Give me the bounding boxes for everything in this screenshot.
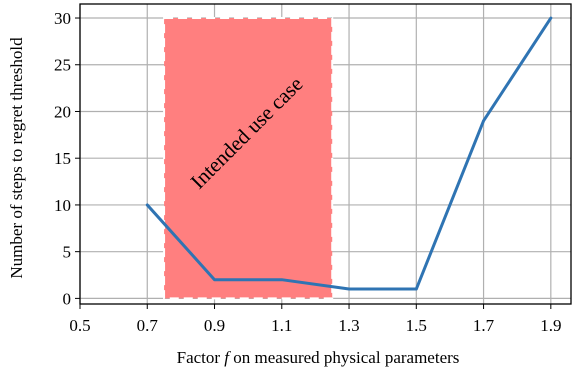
- x-axis-label: Factor f on measured physical parameters: [177, 348, 460, 367]
- y-axis-label: Number of steps to regret threshold: [7, 37, 26, 279]
- y-axis-ticks: 0 5 10 15 20 25 30: [54, 9, 80, 308]
- x-axis-ticks: 0.5 0.7 0.9 1.1 1.3 1.5 1.7 1.9: [69, 304, 561, 335]
- y-tick-label: 25: [54, 56, 71, 75]
- x-tick-label: 0.9: [204, 316, 225, 335]
- y-tick-label: 20: [54, 102, 71, 121]
- y-tick-label: 15: [54, 149, 71, 168]
- x-tick-label: 1.5: [406, 316, 427, 335]
- series-group: [145, 16, 553, 291]
- x-axis-label-prefix: Factor: [177, 348, 225, 367]
- plot-frame: [79, 3, 572, 305]
- x-tick-label: 1.1: [271, 316, 292, 335]
- x-tick-label: 0.5: [69, 316, 90, 335]
- y-tick-label: 5: [63, 243, 72, 262]
- y-tick-label: 0: [63, 289, 72, 308]
- intended-use-region: [163, 17, 334, 300]
- x-tick-label: 1.3: [338, 316, 359, 335]
- x-axis-label-suffix: on measured physical parameters: [229, 348, 459, 367]
- y-tick-label: 30: [54, 9, 71, 28]
- x-tick-label: 1.9: [540, 316, 561, 335]
- x-tick-label: 0.7: [137, 316, 159, 335]
- y-tick-label: 10: [54, 196, 71, 215]
- x-tick-label: 1.7: [473, 316, 495, 335]
- x-axis-label-variable: f: [224, 348, 231, 367]
